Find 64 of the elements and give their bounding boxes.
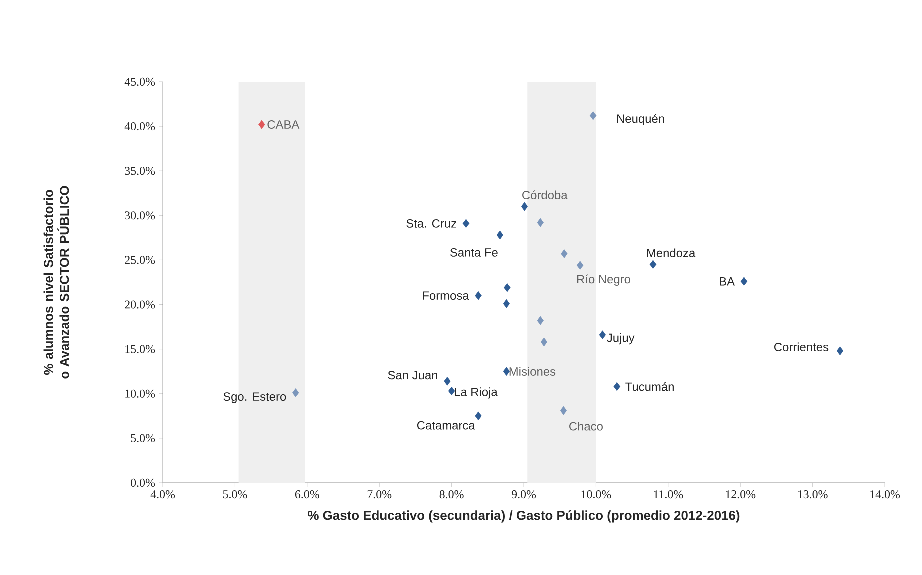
annotation: La Rioja — [454, 388, 498, 399]
annotation: Sta. Cruz — [406, 219, 456, 228]
point — [599, 330, 606, 340]
x-axis-title: % Gasto Educativo (secundaria) / Gasto Público (promedio 2012-2016) — [308, 510, 740, 523]
y-tick-label: 20.0% — [125, 300, 156, 309]
point — [496, 230, 504, 240]
x-tick-label: 6.0% — [295, 490, 320, 499]
x-tick-label: 8.0% — [440, 490, 464, 499]
point — [537, 316, 544, 326]
annotation: Neuquén — [618, 114, 664, 126]
y-tick-label: 35.0% — [125, 167, 156, 176]
x-tick-label: 5.0% — [223, 490, 248, 499]
annotation: Mendoza — [647, 248, 696, 258]
y-tick-label: 45.0% — [124, 78, 156, 86]
point — [537, 218, 544, 228]
x-tick-label: 4.0% — [150, 490, 176, 499]
point — [561, 250, 568, 258]
x-tick-label: 14.0% — [870, 490, 900, 499]
point — [504, 283, 511, 292]
y-tick-label: 15.0% — [126, 345, 156, 354]
y-tick-label: 0.0% — [131, 478, 156, 488]
annotation: Tucumán — [626, 382, 674, 392]
annotation: San Juan — [388, 371, 438, 380]
point — [614, 382, 620, 392]
annotation: Jujuy — [607, 333, 635, 345]
point — [475, 291, 482, 300]
y-tick-label: 30.0% — [125, 212, 156, 220]
annotation: Formosa — [423, 292, 470, 300]
point — [521, 202, 528, 212]
x-tick-label: 7.0% — [368, 490, 392, 499]
point — [560, 406, 568, 416]
point — [258, 120, 266, 130]
x-tick-label: 12.0% — [726, 490, 756, 499]
x-tick-label: 9.0% — [512, 490, 536, 499]
point — [292, 388, 300, 398]
y-tick-label: 25.0% — [125, 256, 156, 264]
y-tick-label: 5.0% — [131, 434, 156, 442]
point — [590, 111, 597, 120]
point — [462, 219, 470, 228]
point — [475, 412, 482, 421]
point — [650, 260, 657, 270]
point — [540, 338, 548, 347]
annotation: Córdoba — [522, 190, 568, 200]
annotation: Sgo. Estero — [224, 392, 286, 404]
y-axis-title: % alumnos nivel Satisfactorio o Avanzado SECTOR PÚBLICO — [44, 186, 70, 379]
annotation: CABA — [268, 120, 300, 129]
point — [503, 299, 510, 308]
annotation: Chaco — [570, 422, 603, 431]
annotation: Catamarca — [417, 421, 476, 430]
y-tick-label: 40.0% — [124, 122, 156, 131]
x-tick-label: 13.0% — [798, 490, 828, 499]
y-tick-label: 10.0% — [126, 390, 156, 398]
point — [576, 261, 584, 270]
annotation: Santa Fe — [450, 248, 498, 257]
point — [448, 386, 456, 396]
point — [740, 277, 748, 286]
point — [836, 346, 844, 356]
annotation: Corrientes — [774, 342, 829, 352]
annotation: Río Negro — [578, 274, 630, 286]
annotation: Misiones — [510, 367, 556, 376]
point — [444, 377, 451, 386]
x-tick-label: 10.0% — [582, 490, 612, 499]
x-tick-label: 11.0% — [654, 490, 684, 499]
annotation: BA — [720, 277, 735, 286]
